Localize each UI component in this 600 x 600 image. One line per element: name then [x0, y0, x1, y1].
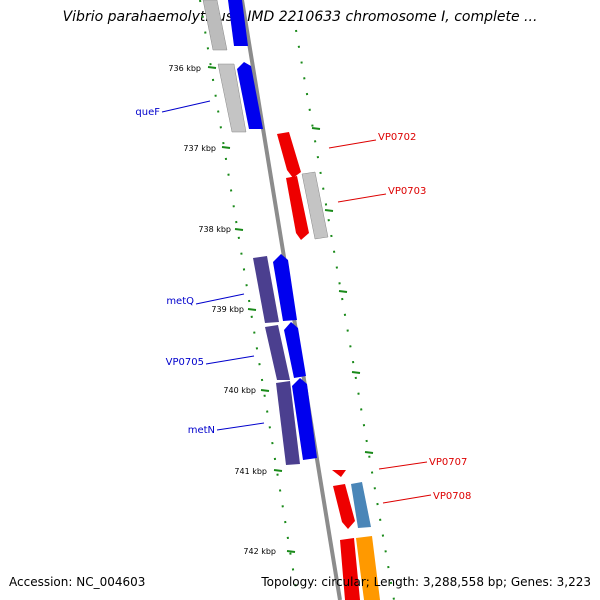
VP0702-cds[interactable] — [277, 132, 301, 178]
VP0707-cds[interactable] — [332, 470, 346, 477]
gene-label-VP0702[interactable]: VP0702 — [378, 132, 416, 143]
gene-label-queF[interactable]: queF — [135, 107, 160, 118]
scale-label-741: 741 kbp — [234, 467, 267, 476]
gene-label-VP0703[interactable]: VP0703 — [388, 186, 426, 197]
metQ-cds[interactable] — [273, 254, 297, 321]
accession-label: Accession: NC_004603 — [9, 575, 146, 589]
queF-cds[interactable] — [237, 62, 263, 129]
scale-label-737: 737 kbp — [183, 144, 216, 153]
map-title: Vibrio parahaemolyticus RIMD 2210633 chr… — [62, 9, 538, 25]
metQ-operon-track[interactable] — [253, 256, 279, 323]
VP0703-cds[interactable] — [286, 176, 309, 240]
gene-label-metQ[interactable]: metQ — [166, 296, 194, 307]
gene-track-fragment — [202, 0, 228, 51]
scale-label-740: 740 kbp — [223, 386, 256, 395]
queF-gene-track[interactable] — [217, 63, 247, 133]
gene-label-metN[interactable]: metN — [188, 425, 215, 436]
VP0708-gene-track[interactable] — [351, 482, 371, 528]
metN-cds[interactable] — [292, 378, 317, 460]
metN-operon-track[interactable] — [276, 381, 300, 465]
gene-label-VP0708[interactable]: VP0708 — [433, 491, 471, 502]
gene-label-VP0705[interactable]: VP0705 — [166, 357, 204, 368]
VP0703-gene-track[interactable] — [301, 171, 329, 240]
VP0708-cds[interactable] — [333, 484, 355, 529]
orange-cds-fragment — [356, 536, 380, 600]
gene-label-VP0707[interactable]: VP0707 — [429, 457, 467, 468]
right-dotted-track — [295, 29, 395, 600]
right-track-ticks — [311, 127, 374, 454]
scale-label-742: 742 kbp — [243, 547, 276, 556]
forward-cds-fragment-bottom — [340, 538, 360, 600]
VP0705-operon-track[interactable] — [265, 325, 290, 380]
forward-cds-fragment — [228, 0, 248, 46]
topology-label: Topology: circular; Length: 3,288,558 bp… — [261, 575, 591, 589]
scale-label-736: 736 kbp — [168, 64, 201, 73]
scale-label-738: 738 kbp — [198, 225, 231, 234]
VP0705-cds[interactable] — [284, 322, 306, 378]
scale-ticks — [207, 66, 296, 553]
scale-label-739: 739 kbp — [211, 305, 244, 314]
label-leaders — [161, 100, 432, 504]
